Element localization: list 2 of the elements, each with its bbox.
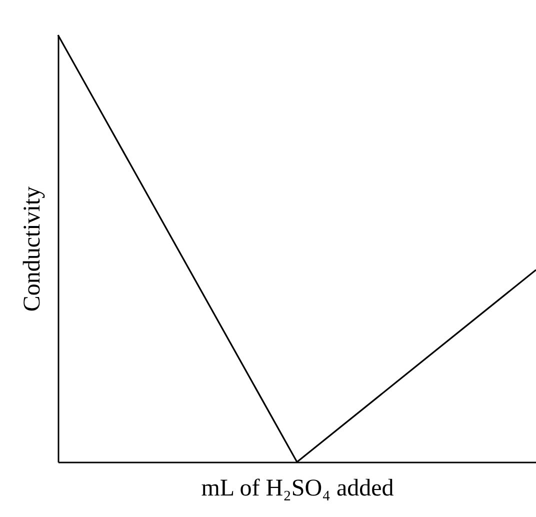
x-axis-title: mL of H₂SO₄ added [201, 476, 394, 502]
y-axis-title: Conductivity [20, 186, 46, 312]
